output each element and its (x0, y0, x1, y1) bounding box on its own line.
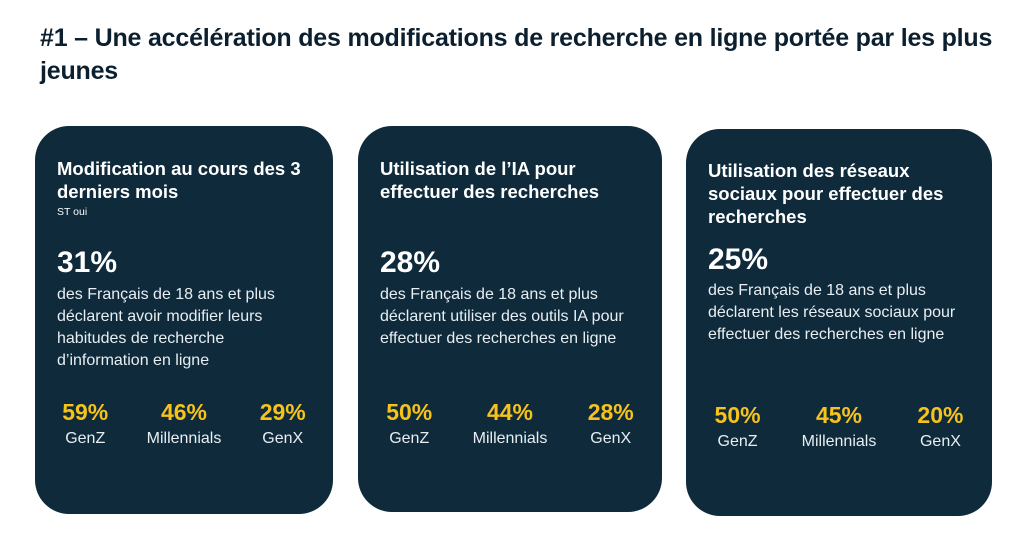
card-title: Modification au cours des 3 derniers moi… (57, 158, 301, 202)
page-title: #1 – Une accélération des modifications … (40, 24, 993, 85)
stat-value: 50% (714, 402, 761, 428)
stat-millennials: 46% Millennials (147, 398, 222, 450)
card-reseaux-sociaux: Utilisation des réseaux sociaux pour eff… (686, 129, 992, 516)
card-title: Utilisation des réseaux sociaux pour eff… (708, 160, 944, 227)
generation-stats: 50% GenZ 45% Millennials 20% GenX (694, 401, 984, 453)
card-description: des Français de 18 ans et plus déclarent… (708, 282, 956, 343)
stat-label: Millennials (801, 433, 877, 450)
card-title: Utilisation de l’IA pour effectuer des r… (380, 158, 600, 202)
card-ia: Utilisation de l’IA pour effectuer des r… (358, 126, 662, 512)
stat-millennials: 45% Millennials (802, 401, 877, 453)
stat-genz: 50% GenZ (386, 398, 432, 450)
stat-value: 29% (259, 399, 306, 425)
generation-stats: 50% GenZ 44% Millennials 28% GenX (366, 398, 654, 450)
stat-label: GenX (590, 430, 632, 447)
stat-value: 59% (62, 399, 109, 425)
stat-genx: 29% GenX (260, 398, 306, 450)
stat-label: Millennials (472, 430, 548, 447)
stat-label: GenX (919, 433, 961, 450)
stat-genz: 59% GenZ (62, 398, 108, 450)
stat-value: 44% (486, 399, 533, 425)
generation-stats: 59% GenZ 46% Millennials 29% GenX (43, 398, 325, 450)
stat-value: 46% (160, 399, 207, 425)
stat-genx: 20% GenX (917, 401, 963, 453)
stat-value: 50% (386, 399, 433, 425)
stat-value: 20% (917, 402, 964, 428)
stat-label: GenZ (389, 430, 430, 447)
stat-genx: 28% GenX (588, 398, 634, 450)
stat-value: 28% (587, 399, 634, 425)
card-subtitle: ST oui (57, 206, 88, 218)
stat-genz: 50% GenZ (715, 401, 761, 453)
card-modification: Modification au cours des 3 derniers moi… (35, 126, 333, 514)
stat-millennials: 44% Millennials (473, 398, 548, 450)
card-big-value: 25% (708, 243, 769, 276)
stat-value: 45% (815, 402, 863, 428)
stat-label: GenZ (65, 430, 106, 447)
stat-label: Millennials (146, 430, 222, 447)
stat-label: GenX (262, 430, 304, 447)
stat-label: GenZ (717, 433, 758, 450)
card-big-value: 28% (380, 246, 441, 279)
card-big-value: 31% (57, 246, 118, 279)
card-description: des Français de 18 ans et plus déclarent… (57, 286, 275, 369)
card-description: des Français de 18 ans et plus déclarent… (380, 286, 624, 347)
